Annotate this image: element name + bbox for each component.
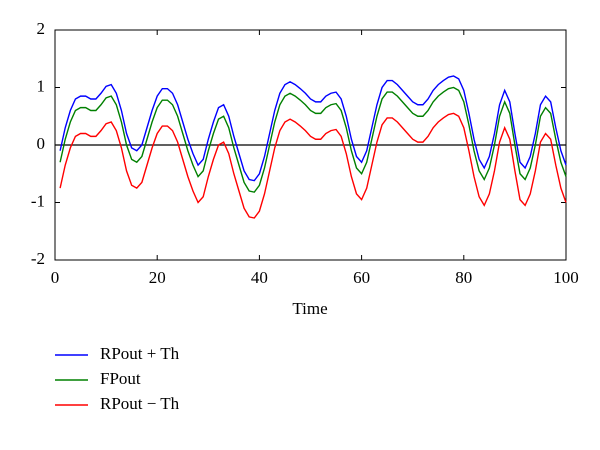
x-axis-label: Time bbox=[292, 299, 327, 318]
legend-label: FPout bbox=[100, 369, 141, 388]
y-tick-label: 1 bbox=[37, 76, 46, 95]
line-series bbox=[59, 75, 567, 182]
y-tick-label: 0 bbox=[37, 134, 46, 153]
x-tick-label: 40 bbox=[251, 268, 268, 287]
line-series bbox=[59, 86, 567, 193]
line-series bbox=[59, 112, 567, 219]
legend-label: RPout − Th bbox=[100, 394, 180, 413]
y-tick-label: -2 bbox=[31, 249, 45, 268]
x-tick-label: 80 bbox=[455, 268, 472, 287]
x-tick-label: 20 bbox=[149, 268, 166, 287]
y-tick-label: 2 bbox=[37, 19, 46, 38]
legend-label: RPout + Th bbox=[100, 344, 180, 363]
y-tick-label: -1 bbox=[31, 191, 45, 210]
x-tick-label: 60 bbox=[353, 268, 370, 287]
x-tick-label: 100 bbox=[553, 268, 579, 287]
x-tick-label: 0 bbox=[51, 268, 60, 287]
